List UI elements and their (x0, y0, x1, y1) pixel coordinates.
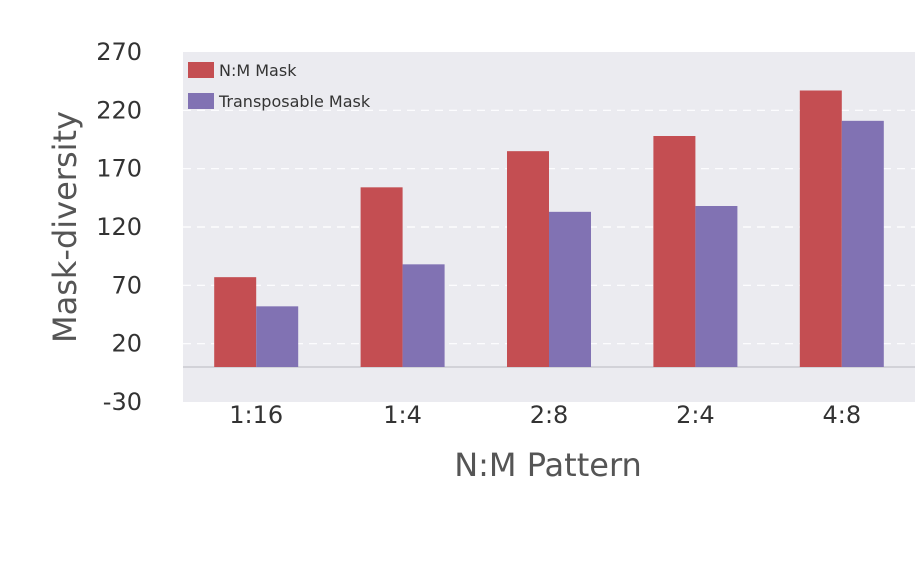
y-tick-label: 70 (111, 271, 142, 299)
bar-n-m-mask-2-4 (653, 136, 696, 367)
y-tick-label: 270 (96, 38, 142, 66)
bars (214, 90, 884, 367)
bar-transposable-mask-1-4 (402, 264, 445, 367)
legend-label-transposable-mask: Transposable Mask (218, 92, 371, 111)
legend-swatch-nm-mask (188, 62, 214, 78)
y-tick-label: 20 (111, 330, 142, 358)
x-tick-label: 2:8 (530, 401, 569, 429)
bar-n-m-mask-1-16 (214, 277, 257, 367)
x-axis-title: N:M Pattern (454, 446, 642, 484)
x-tick-label: 1:16 (229, 401, 283, 429)
y-tick-label: 220 (96, 96, 142, 124)
bar-n-m-mask-4-8 (799, 90, 842, 367)
bar-n-m-mask-2-8 (507, 151, 549, 367)
y-axis-title: Mask-diversity (46, 111, 84, 343)
legend: N:M Mask Transposable Mask (188, 61, 371, 111)
x-tick-label: 1:4 (383, 401, 422, 429)
y-tick-label: 120 (96, 213, 142, 241)
y-tick-label: 170 (96, 155, 142, 183)
x-tick-label: 2:4 (676, 401, 715, 429)
bar-transposable-mask-2-8 (549, 211, 591, 367)
bar-transposable-mask-4-8 (841, 120, 884, 367)
bar-transposable-mask-2-4 (695, 206, 738, 367)
y-tick-labels: -30 20 70 120 170 220 270 (96, 38, 142, 416)
y-tick-label: -30 (103, 388, 142, 416)
x-tick-label: 4:8 (822, 401, 861, 429)
legend-swatch-transposable-mask (188, 93, 214, 109)
bar-n-m-mask-1-4 (360, 187, 403, 367)
bar-transposable-mask-1-16 (256, 306, 299, 367)
legend-label-nm-mask: N:M Mask (219, 61, 297, 80)
x-tick-labels: 1:16 1:4 2:8 2:4 4:8 (229, 401, 861, 429)
